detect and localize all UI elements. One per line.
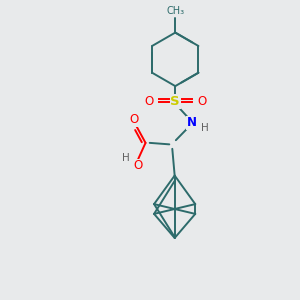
Text: CH₃: CH₃ xyxy=(167,6,185,16)
Text: O: O xyxy=(144,95,153,108)
Text: O: O xyxy=(130,113,139,127)
Text: H: H xyxy=(122,153,130,163)
Text: O: O xyxy=(134,159,143,172)
Text: H: H xyxy=(201,123,209,133)
Text: O: O xyxy=(197,95,207,108)
Text: N: N xyxy=(187,116,196,130)
Text: S: S xyxy=(170,95,180,108)
